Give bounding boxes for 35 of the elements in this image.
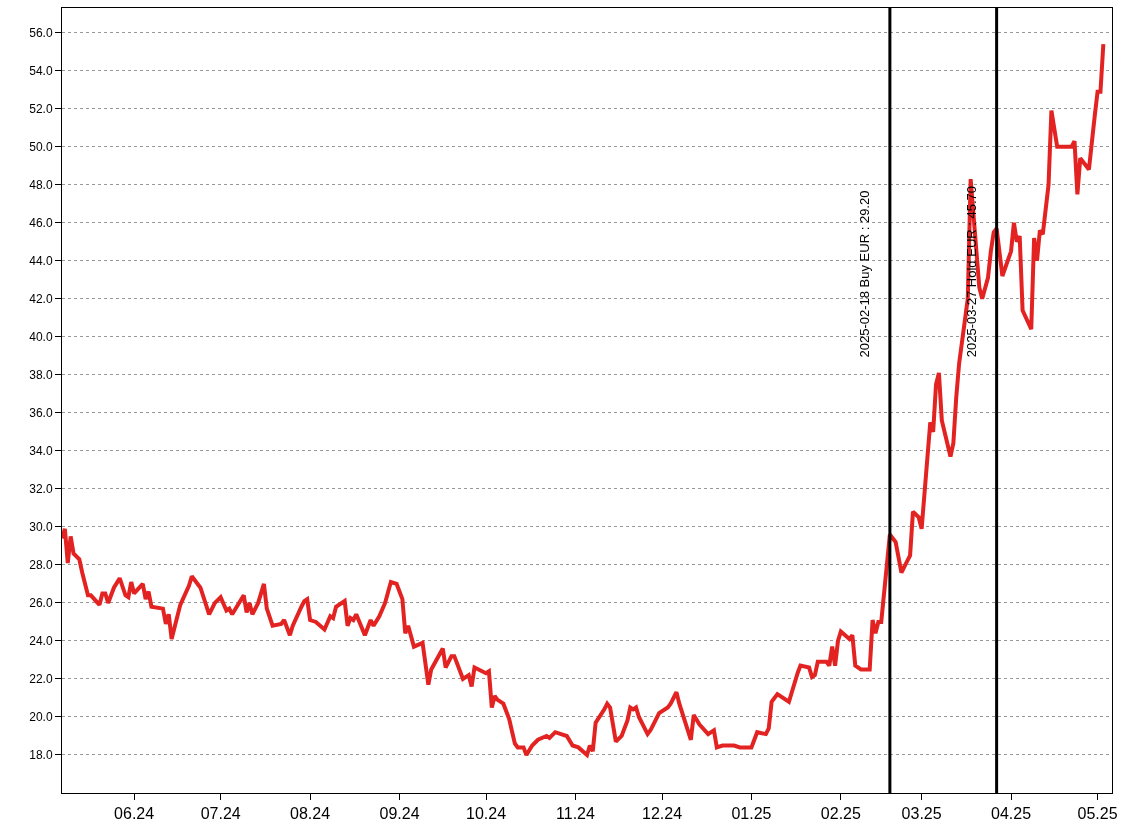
x-tick-label: 12.24 xyxy=(641,805,683,823)
x-tick-label: 03.25 xyxy=(901,805,942,823)
x-tick-label: 10.24 xyxy=(466,805,507,823)
x-tick-label: 01.25 xyxy=(731,805,772,823)
x-tick-label: 02.25 xyxy=(820,805,861,823)
y-tick-label: 56.0 xyxy=(29,25,53,40)
y-tick-label: 40.0 xyxy=(29,330,53,345)
ref-line-label: 2025-02-18 Buy EUR : 29.20 xyxy=(857,190,873,358)
y-tick-label: 46.0 xyxy=(29,215,53,230)
y-tick-label: 42.0 xyxy=(29,292,53,307)
x-tick-label: 08.24 xyxy=(290,805,331,823)
y-tick-label: 20.0 xyxy=(29,710,53,725)
y-tick-label: 48.0 xyxy=(29,177,53,192)
x-tick-label: 04.25 xyxy=(991,805,1032,823)
ref-line-label: 2025-03-27 Hold EUR : 45.70 xyxy=(963,185,979,358)
y-tick-label: 44.0 xyxy=(29,254,53,268)
y-tick-label: 50.0 xyxy=(29,139,53,154)
y-tick-label: 52.0 xyxy=(29,101,53,116)
y-tick-label: 18.0 xyxy=(29,748,53,763)
y-tick-label: 34.0 xyxy=(29,444,53,459)
x-tick-label: 05.25 xyxy=(1077,805,1118,823)
y-tick-label: 36.0 xyxy=(29,406,53,421)
y-tick-label: 54.0 xyxy=(29,63,53,78)
x-tick-label: 07.24 xyxy=(200,805,241,823)
y-tick-label: 32.0 xyxy=(29,482,53,497)
x-tick-label: 09.24 xyxy=(379,805,420,823)
y-tick-label: 28.0 xyxy=(29,558,53,573)
x-tick-label: 06.24 xyxy=(114,805,155,823)
line-series xyxy=(62,42,1106,757)
y-tick-label: 24.0 xyxy=(29,634,53,649)
y-tick-label: 26.0 xyxy=(29,596,53,611)
y-tick-label: 30.0 xyxy=(29,520,53,535)
y-tick-label: 22.0 xyxy=(29,672,53,687)
y-tick-label: 38.0 xyxy=(29,368,53,383)
x-tick-label: 11.24 xyxy=(556,805,595,823)
